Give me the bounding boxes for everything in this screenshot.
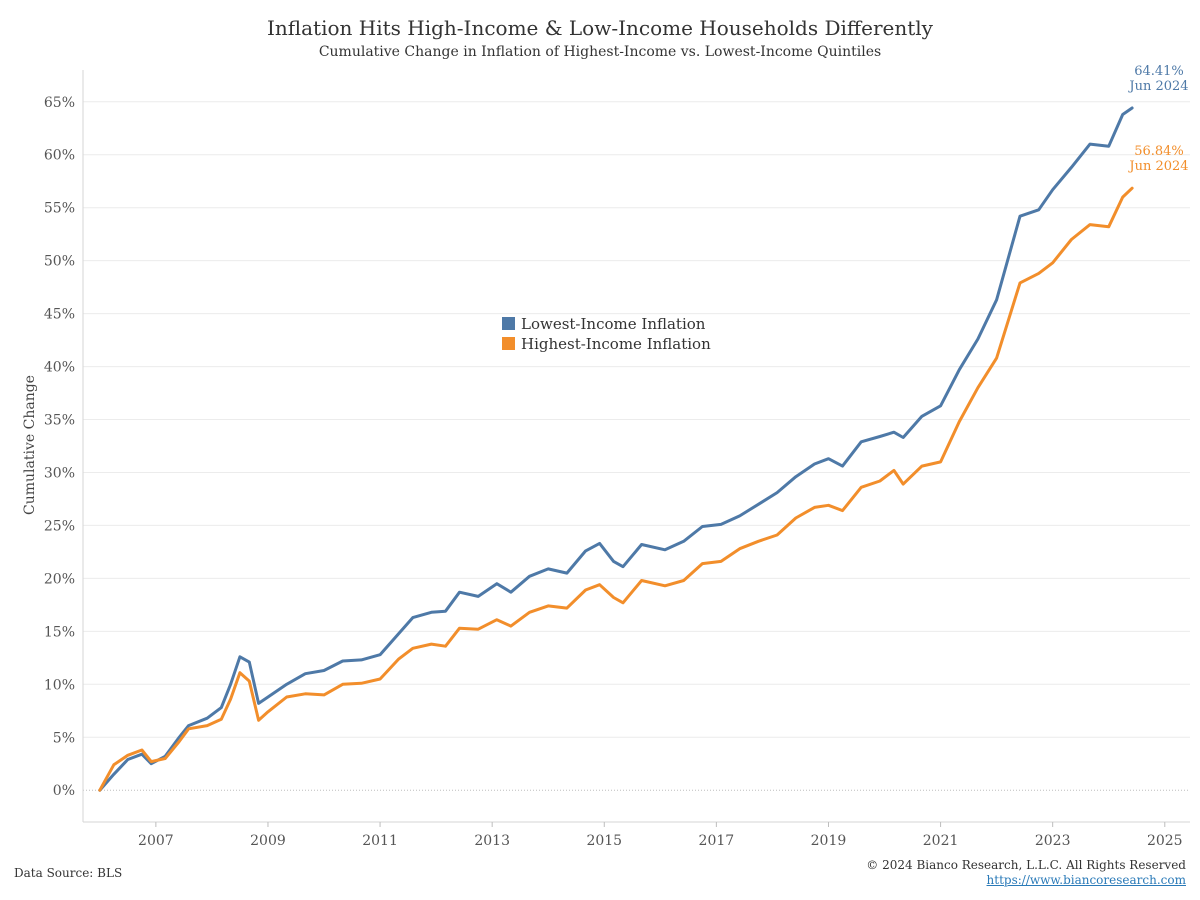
end-date-label: Jun 2024 bbox=[1127, 159, 1188, 174]
copyright-note: © 2024 Bianco Research, L.L.C. All Right… bbox=[866, 858, 1186, 872]
x-tick-label: 2015 bbox=[586, 833, 622, 849]
y-tick-label: 45% bbox=[44, 307, 75, 323]
x-tick-label: 2013 bbox=[474, 833, 510, 849]
end-date-label: Jun 2024 bbox=[1127, 79, 1188, 94]
chart-subtitle: Cumulative Change in Inflation of Highes… bbox=[318, 44, 882, 60]
end-value-label: 64.41% bbox=[1134, 64, 1184, 79]
legend: Lowest-Income Inflation Highest-Income In… bbox=[502, 315, 711, 353]
y-tick-label: 5% bbox=[53, 730, 75, 746]
website-link[interactable]: https://www.biancoresearch.com bbox=[986, 873, 1186, 887]
legend-label: Highest-Income Inflation bbox=[521, 335, 711, 353]
x-tick-label: 2009 bbox=[250, 833, 286, 849]
y-tick-label: 65% bbox=[44, 95, 75, 111]
x-tick-label: 2019 bbox=[811, 833, 847, 849]
data-source-note: Data Source: BLS bbox=[14, 866, 123, 880]
y-tick-label: 55% bbox=[44, 201, 75, 217]
y-tick-label: 30% bbox=[44, 465, 75, 481]
x-tick-label: 2011 bbox=[362, 833, 398, 849]
y-tick-label: 20% bbox=[44, 571, 75, 587]
y-tick-label: 25% bbox=[44, 518, 75, 534]
highest-income-line bbox=[98, 186, 1134, 792]
lowest-income-line bbox=[98, 106, 1134, 792]
y-tick-label: 0% bbox=[53, 783, 75, 799]
y-tick-label: 60% bbox=[44, 148, 75, 164]
y-tick-label: 35% bbox=[44, 413, 75, 429]
y-tick-label: 15% bbox=[44, 624, 75, 640]
x-tick-label: 2023 bbox=[1035, 833, 1071, 849]
y-tick-label: 50% bbox=[44, 254, 75, 270]
chart-title: Inflation Hits High-Income & Low-Income … bbox=[267, 16, 933, 40]
legend-label: Lowest-Income Inflation bbox=[521, 315, 706, 333]
end-value-label: 56.84% bbox=[1134, 144, 1184, 159]
x-tick-label: 2025 bbox=[1147, 833, 1183, 849]
series-lines bbox=[98, 106, 1134, 792]
legend-swatch bbox=[502, 317, 515, 330]
x-tick-label: 2021 bbox=[923, 833, 959, 849]
x-tick-label: 2017 bbox=[699, 833, 735, 849]
legend-swatch bbox=[502, 337, 515, 350]
y-tick-label: 40% bbox=[44, 360, 75, 376]
axes: 0% 5% 10% 15% 20% 25% 30% 35% 40% 45% 50% 55% 60% 65%… bbox=[44, 70, 1190, 849]
y-tick-label: 10% bbox=[44, 677, 75, 693]
gridlines bbox=[83, 101, 1190, 791]
x-tick-label: 2007 bbox=[138, 833, 174, 849]
